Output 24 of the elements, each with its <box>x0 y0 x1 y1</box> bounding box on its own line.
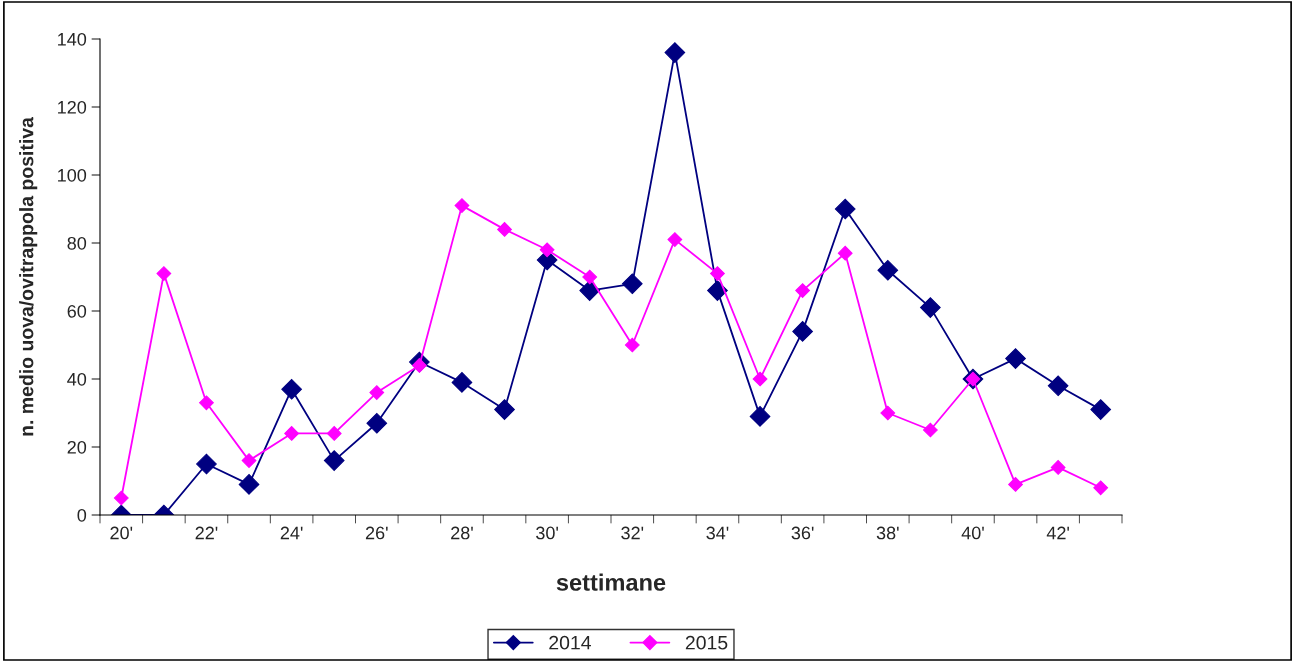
x-tick-label: 32' <box>621 526 644 540</box>
legend-label: 2014 <box>549 635 591 650</box>
legend-label: 2015 <box>685 635 728 650</box>
y-axis-title: n. medio uova/ovitrappola positiva <box>19 116 38 436</box>
x-tick-label: 36' <box>791 526 814 540</box>
x-axis-title: settimane <box>556 573 666 591</box>
x-tick-label: 38' <box>876 526 899 540</box>
x-tick-label: 40' <box>961 526 984 540</box>
x-tick-label: 34' <box>706 526 729 540</box>
x-tick-label: 28' <box>451 526 473 540</box>
y-tick-label: 0 <box>77 508 87 522</box>
y-tick-label: 40 <box>67 372 87 386</box>
y-tick-label: 140 <box>58 32 87 46</box>
x-tick-label: 30' <box>536 526 558 540</box>
y-tick-label: 80 <box>67 236 87 250</box>
x-tick-label: 42' <box>1046 526 1069 540</box>
x-tick-label: 22' <box>195 526 218 540</box>
x-tick-label: 24' <box>280 526 303 540</box>
x-tick-label: 20' <box>110 526 133 540</box>
y-tick-label: 120 <box>58 100 87 114</box>
y-tick-label: 60 <box>67 304 87 318</box>
x-tick-label: 26' <box>365 526 388 540</box>
y-tick-label: 20 <box>67 440 87 454</box>
y-tick-label: 100 <box>58 168 87 182</box>
